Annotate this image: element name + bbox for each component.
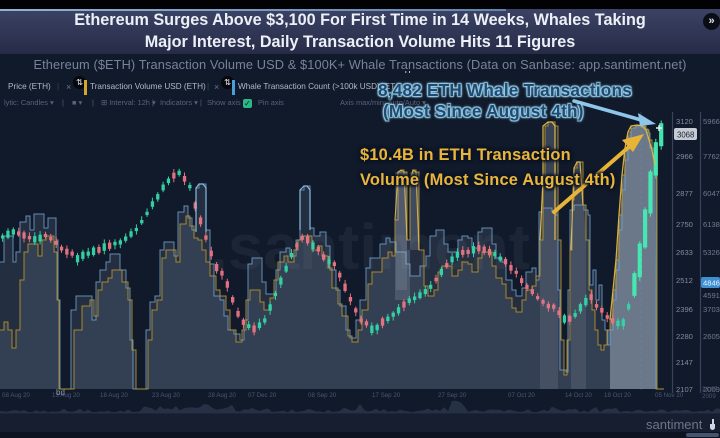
svg-text:2107: 2107 xyxy=(676,385,693,394)
svg-text:14 Oct 20: 14 Oct 20 xyxy=(565,392,592,399)
svg-text:2877: 2877 xyxy=(676,189,693,198)
svg-text:5966: 5966 xyxy=(703,117,720,126)
svg-text:4846: 4846 xyxy=(703,279,720,288)
svg-text:3120: 3120 xyxy=(676,117,693,126)
svg-text:17 Sep 20: 17 Sep 20 xyxy=(372,392,401,399)
svg-text:07 Oct 20: 07 Oct 20 xyxy=(508,392,535,399)
svg-text:07 Dec 20: 07 Dec 20 xyxy=(248,392,277,399)
svg-text:2966: 2966 xyxy=(676,152,693,161)
svg-text:21:07: 21:07 xyxy=(702,386,718,393)
svg-text:05 Nov 20: 05 Nov 20 xyxy=(655,392,684,399)
svg-text:3068: 3068 xyxy=(677,131,694,140)
svg-text:08 Aug 20: 08 Aug 20 xyxy=(2,392,30,399)
svg-text:2512: 2512 xyxy=(676,276,693,285)
svg-text:18 Aug 20: 18 Aug 20 xyxy=(100,392,128,399)
svg-text:2633: 2633 xyxy=(676,248,693,257)
svg-text:4591: 4591 xyxy=(703,291,720,300)
svg-text:5326: 5326 xyxy=(703,248,720,257)
svg-text:2009: 2009 xyxy=(702,393,716,400)
svg-text:3703: 3703 xyxy=(703,305,720,314)
svg-text:08 Sep 20: 08 Sep 20 xyxy=(308,392,337,399)
svg-text:6047: 6047 xyxy=(703,189,720,198)
svg-text:6138: 6138 xyxy=(703,220,720,229)
svg-text:.santiment: .santiment xyxy=(210,211,530,283)
svg-text:13 Aug 20: 13 Aug 20 xyxy=(52,392,80,399)
svg-text:2396: 2396 xyxy=(676,305,693,314)
svg-text:2147: 2147 xyxy=(676,358,693,367)
svg-text:bd: bd xyxy=(56,388,65,397)
svg-text:18 Oct 20: 18 Oct 20 xyxy=(604,392,631,399)
svg-text:7762: 7762 xyxy=(703,152,720,161)
svg-text:2750: 2750 xyxy=(676,220,693,229)
svg-text:2280: 2280 xyxy=(676,332,693,341)
svg-text:2009: 2009 xyxy=(703,385,720,394)
svg-text:23 Aug 20: 23 Aug 20 xyxy=(152,392,180,399)
svg-text:27 Sep 20: 27 Sep 20 xyxy=(438,392,467,399)
svg-text:28 Aug 20: 28 Aug 20 xyxy=(208,392,236,399)
svg-text:2605: 2605 xyxy=(703,332,720,341)
